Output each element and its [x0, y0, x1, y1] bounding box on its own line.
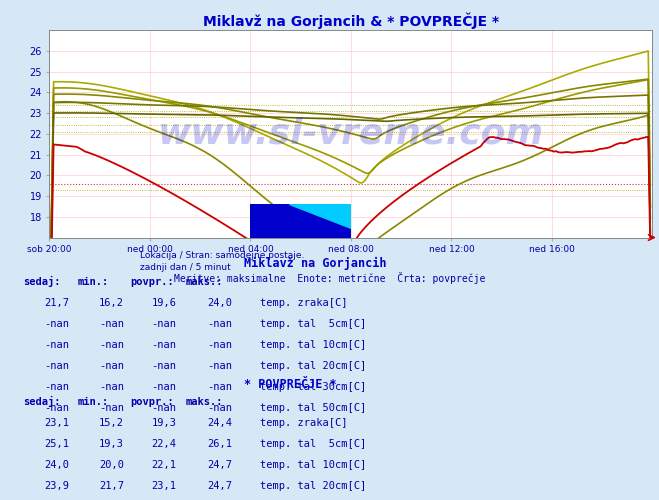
Text: 23,1: 23,1 [152, 482, 177, 492]
Text: temp. zraka[C]: temp. zraka[C] [260, 298, 348, 308]
Text: -nan: -nan [99, 320, 124, 330]
Text: 21,7: 21,7 [99, 482, 124, 492]
Text: 15,2: 15,2 [99, 418, 124, 428]
Text: 19,3: 19,3 [99, 440, 124, 450]
Text: zadnji dan / 5 minut: zadnji dan / 5 minut [140, 263, 231, 272]
Text: 24,7: 24,7 [207, 460, 232, 470]
Text: -nan: -nan [152, 404, 177, 413]
Text: Meritve: maksimalne  Enote: metrične  Črta: povprečje: Meritve: maksimalne Enote: metrične Črta… [174, 272, 485, 284]
Text: 25,1: 25,1 [44, 440, 69, 450]
Text: -nan: -nan [152, 320, 177, 330]
Text: -nan: -nan [44, 362, 69, 372]
Text: temp. tal 30cm[C]: temp. tal 30cm[C] [260, 382, 366, 392]
Text: sedaj:: sedaj: [23, 276, 61, 287]
Text: -nan: -nan [152, 382, 177, 392]
Text: temp. zraka[C]: temp. zraka[C] [260, 418, 348, 428]
Text: temp. tal 20cm[C]: temp. tal 20cm[C] [260, 482, 366, 492]
Text: -nan: -nan [99, 404, 124, 413]
Text: -nan: -nan [99, 382, 124, 392]
Text: min.:: min.: [78, 398, 109, 407]
Text: povpr.:: povpr.: [130, 278, 174, 287]
Text: maks.:: maks.: [186, 398, 223, 407]
Text: -nan: -nan [207, 340, 232, 350]
Text: www.si-vreme.com: www.si-vreme.com [158, 116, 544, 151]
Text: 16,2: 16,2 [99, 298, 124, 308]
Text: temp. tal  5cm[C]: temp. tal 5cm[C] [260, 320, 366, 330]
Text: 19,3: 19,3 [152, 418, 177, 428]
Text: -nan: -nan [152, 362, 177, 372]
Text: temp. tal 10cm[C]: temp. tal 10cm[C] [260, 340, 366, 350]
Title: Miklavž na Gorjancih & * POVPREČJE *: Miklavž na Gorjancih & * POVPREČJE * [203, 12, 499, 29]
Text: 21,7: 21,7 [44, 298, 69, 308]
Text: * POVPREČJE *: * POVPREČJE * [244, 378, 337, 390]
Text: min.:: min.: [78, 278, 109, 287]
Text: -nan: -nan [44, 320, 69, 330]
Text: temp. tal 50cm[C]: temp. tal 50cm[C] [260, 404, 366, 413]
Text: 24,4: 24,4 [207, 418, 232, 428]
Text: temp. tal 10cm[C]: temp. tal 10cm[C] [260, 460, 366, 470]
Text: 24,0: 24,0 [207, 298, 232, 308]
Text: Miklavž na Gorjancih: Miklavž na Gorjancih [244, 258, 386, 270]
Text: temp. tal 20cm[C]: temp. tal 20cm[C] [260, 362, 366, 372]
Text: 23,9: 23,9 [44, 482, 69, 492]
Text: povpr.:: povpr.: [130, 398, 174, 407]
Text: 22,1: 22,1 [152, 460, 177, 470]
Text: 26,1: 26,1 [207, 440, 232, 450]
Text: sedaj:: sedaj: [23, 396, 61, 407]
Text: 23,1: 23,1 [44, 418, 69, 428]
Text: 20,0: 20,0 [99, 460, 124, 470]
Text: Lokacija / Stran: samodejne postaje.: Lokacija / Stran: samodejne postaje. [140, 250, 304, 260]
Text: -nan: -nan [152, 340, 177, 350]
Text: temp. tal  5cm[C]: temp. tal 5cm[C] [260, 440, 366, 450]
Text: -nan: -nan [207, 362, 232, 372]
Text: -nan: -nan [207, 404, 232, 413]
Text: -nan: -nan [44, 340, 69, 350]
Text: 22,4: 22,4 [152, 440, 177, 450]
Text: -nan: -nan [207, 320, 232, 330]
Text: -nan: -nan [99, 340, 124, 350]
Text: 19,6: 19,6 [152, 298, 177, 308]
Text: -nan: -nan [44, 382, 69, 392]
Text: 24,7: 24,7 [207, 482, 232, 492]
Text: -nan: -nan [207, 382, 232, 392]
Text: -nan: -nan [44, 404, 69, 413]
Text: 24,0: 24,0 [44, 460, 69, 470]
Text: -nan: -nan [99, 362, 124, 372]
Text: maks.:: maks.: [186, 278, 223, 287]
